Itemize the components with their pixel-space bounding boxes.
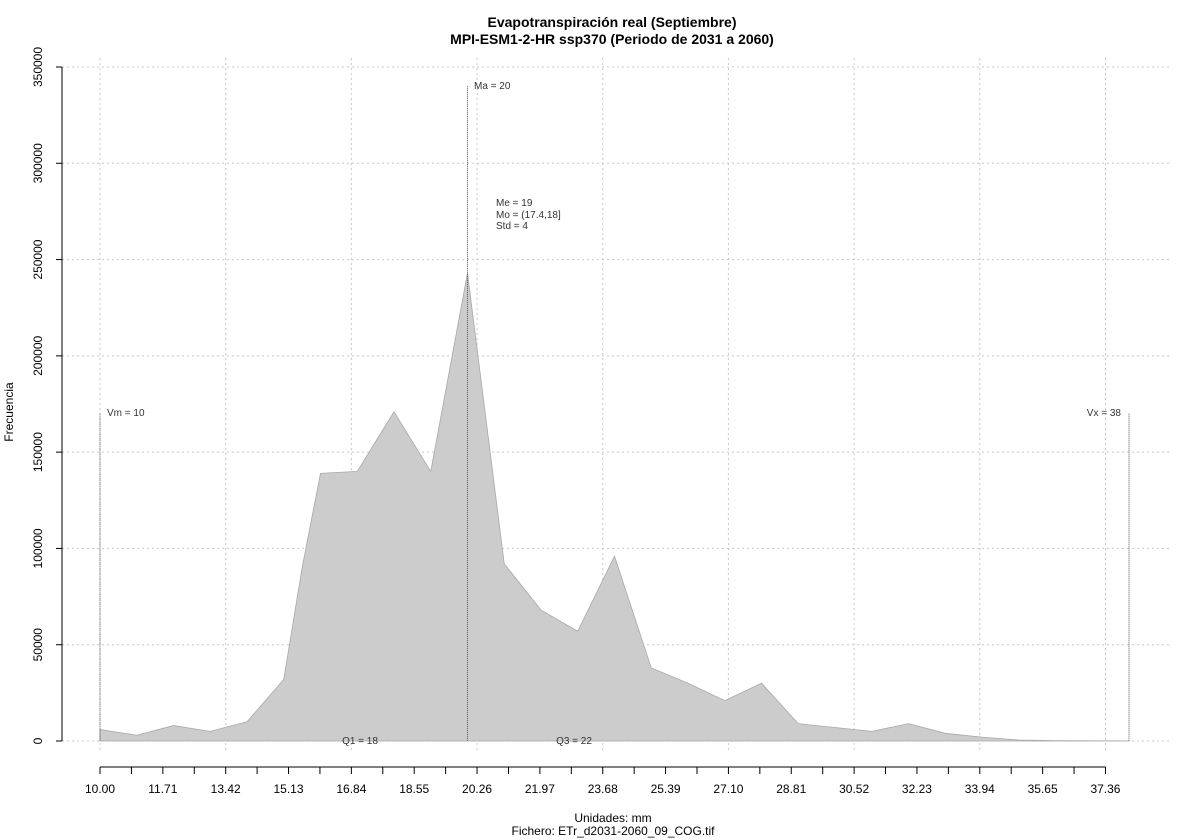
x-tick-label: 33.94 — [965, 782, 995, 796]
y-tick-label: 200000 — [31, 336, 45, 376]
y-tick-label: 250000 — [31, 239, 45, 279]
ma-label: Ma = 20 — [474, 81, 511, 92]
y-tick-label: 300000 — [31, 143, 45, 183]
x-tick-label: 28.81 — [776, 782, 806, 796]
x-tick-label: 11.71 — [148, 782, 177, 796]
vx-label: Vx = 38 — [1087, 408, 1122, 419]
q3-label: Q3 = 22 — [556, 736, 592, 747]
x-tick-label: 16.84 — [336, 782, 366, 796]
x-tick-label: 27.10 — [713, 782, 743, 796]
x-tick-label: 18.55 — [399, 782, 429, 796]
x-tick-label: 37.36 — [1090, 782, 1120, 796]
y-tick-label: 100000 — [31, 528, 45, 568]
std-label: Std = 4 — [496, 221, 528, 232]
y-tick-label: 0 — [31, 737, 45, 744]
chart-title: Evapotranspiración real (Septiembre) — [488, 14, 737, 30]
frequency-area — [99, 272, 1130, 742]
y-tick-label: 350000 — [31, 47, 45, 87]
q1-label: Q1 = 18 — [342, 736, 378, 747]
y-tick-label: 150000 — [31, 432, 45, 472]
y-axis-label: Frecuencia — [2, 382, 16, 442]
vm-label: Vm = 10 — [107, 408, 145, 419]
x-tick-label: 10.00 — [85, 782, 115, 796]
x-tick-label: 21.97 — [525, 782, 555, 796]
y-tick-label: 50000 — [31, 628, 45, 662]
x-tick-label: 13.42 — [211, 782, 241, 796]
x-tick-label: 32.23 — [902, 782, 932, 796]
x-tick-label: 20.26 — [462, 782, 492, 796]
x-tick-label: 30.52 — [839, 782, 869, 796]
x-axis-label: Unidades: mm — [574, 811, 651, 825]
reference-lines — [99, 86, 1130, 741]
mode-label: Mo = (17.4,18] — [496, 210, 561, 221]
x-tick-label: 15.13 — [274, 782, 304, 796]
chart-subtitle: MPI-ESM1-2-HR ssp370 (Periodo de 2031 a … — [450, 31, 774, 47]
x-tick-label: 23.68 — [588, 782, 618, 796]
median-label: Me = 19 — [496, 198, 533, 209]
x-tick-label: 35.65 — [1028, 782, 1058, 796]
x-axis: 10.00 11.71 13.42 15.13 16.84 18.55 20.26 21.97… — [85, 766, 1121, 796]
y-axis: 0 50000 100000 150000 200000 250000 300000 3500… — [31, 47, 63, 744]
file-caption: Fichero: ETr_d2031-2060_09_COG.tif — [512, 824, 716, 838]
x-tick-label: 25.39 — [651, 782, 681, 796]
